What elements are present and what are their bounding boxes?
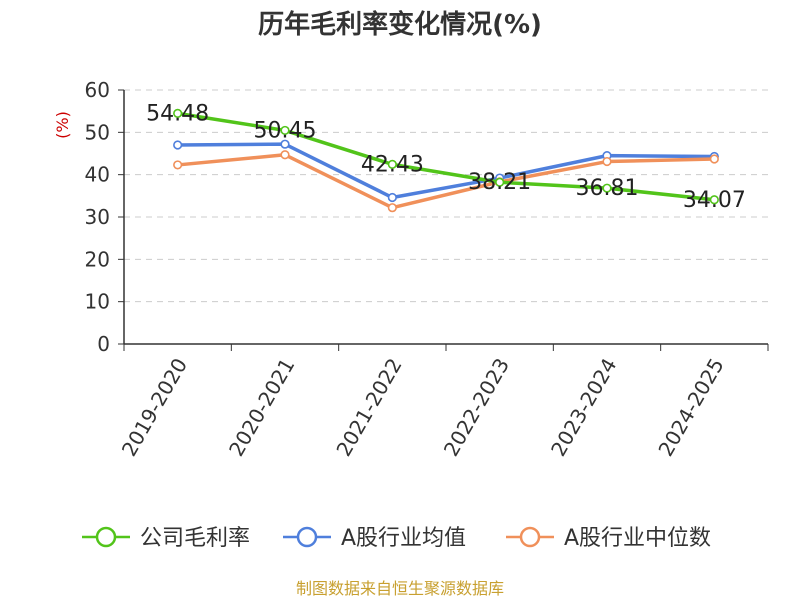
data-point: [387, 192, 397, 203]
data-label: 34.07: [683, 188, 746, 213]
y-tick-label: 50: [85, 120, 110, 144]
y-tick-label: 20: [85, 247, 110, 271]
x-tick-label: 2020-2021: [224, 354, 299, 460]
data-point: [280, 125, 290, 136]
legend-marker: [519, 526, 541, 548]
y-tick-label: 60: [85, 78, 110, 102]
data-point: [173, 108, 183, 118]
legend-label: A股行业均值: [341, 526, 466, 551]
data-point: [602, 183, 612, 193]
series-lines: [173, 108, 719, 213]
data-labels: 54.48 50.45 42.43 38.21 36.81 34.07: [146, 101, 746, 212]
x-tick-label: 2022-2023: [439, 354, 514, 460]
legend-marker: [95, 526, 117, 548]
y-axis-label: (%): [53, 111, 72, 139]
x-tick-label: 2019-2020: [117, 354, 192, 460]
legend-label: A股行业中位数: [564, 526, 711, 551]
data-point: [173, 160, 183, 170]
data-label: 50.45: [254, 118, 317, 143]
legend-label: 公司毛利率: [140, 526, 250, 551]
x-tick-label: 2024-2025: [653, 354, 728, 460]
data-point: [280, 150, 290, 160]
series-line: [175, 111, 717, 202]
source-note: 制图数据来自恒生聚源数据库: [296, 579, 504, 598]
data-label: 38.21: [468, 170, 531, 195]
data-point: [602, 156, 612, 167]
data-point: [709, 195, 719, 205]
data-label: 54.48: [146, 101, 209, 126]
chart-title: 历年毛利率变化情况(%): [258, 9, 542, 40]
y-tick-label: 40: [85, 163, 110, 187]
data-label: 36.81: [576, 176, 639, 201]
data-point: [709, 154, 719, 164]
legend: 公司毛利率 A股行业均值 A股行业中位数: [82, 526, 711, 551]
data-point: [280, 139, 290, 149]
data-point: [387, 159, 397, 169]
data-point: [495, 177, 505, 187]
x-tick-label: 2021-2022: [331, 354, 406, 460]
x-tick-label: 2023-2024: [546, 354, 621, 460]
y-axis-ticks: 0 10 20 30 40 50 60: [85, 78, 124, 356]
data-point: [387, 203, 397, 213]
data-label: 42.43: [361, 152, 424, 177]
x-axis-ticks: 2019-2020 2020-2021 2021-2022 2022-2023 2023…: [117, 344, 769, 460]
legend-marker: [296, 526, 318, 548]
y-tick-label: 0: [97, 332, 110, 356]
y-tick-label: 30: [85, 205, 110, 229]
series-line: [175, 142, 717, 200]
data-point: [173, 140, 183, 150]
series-line: [175, 153, 717, 210]
y-tick-label: 10: [85, 290, 110, 314]
